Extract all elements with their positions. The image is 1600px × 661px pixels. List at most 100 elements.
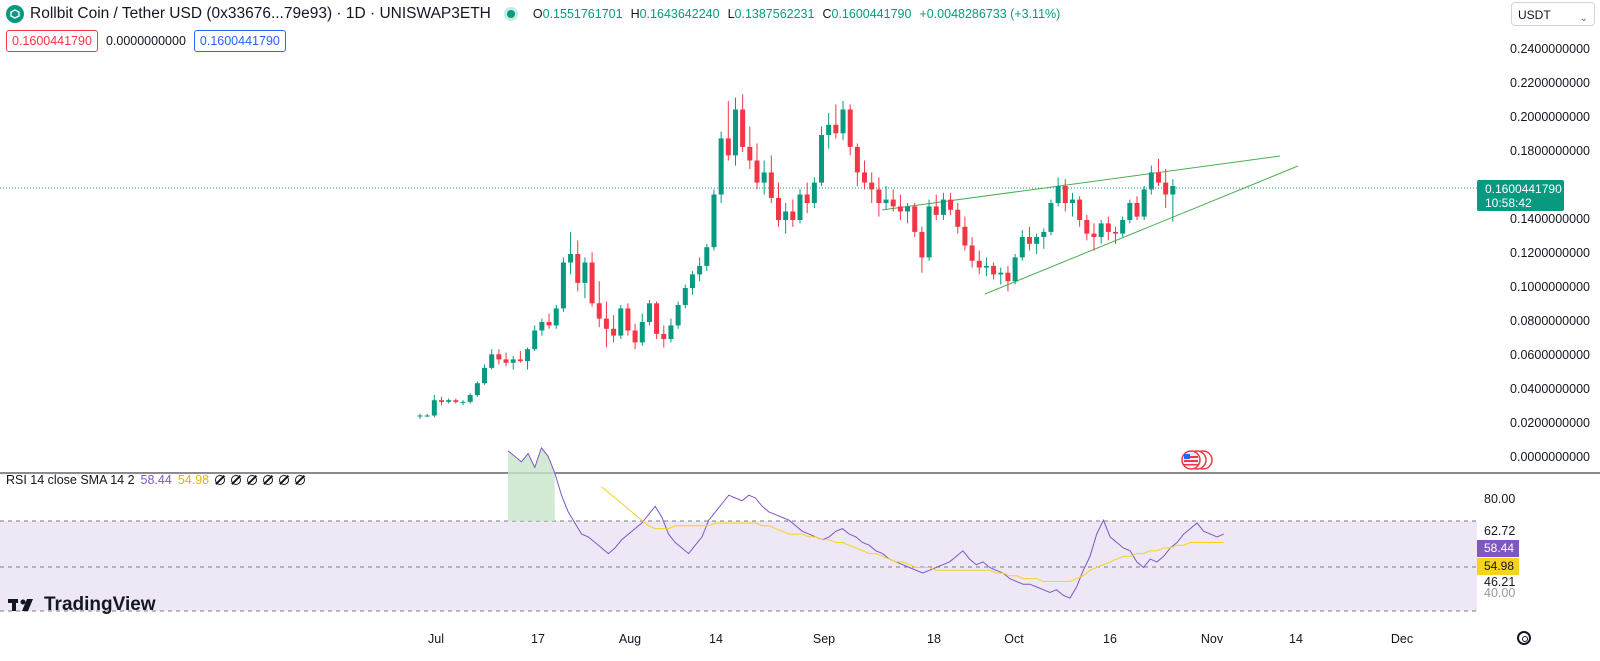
rollbit-logo-icon[interactable]: [6, 5, 24, 23]
candle-body: [790, 211, 796, 220]
candle-body: [661, 333, 667, 339]
rsi-sma-tag: 54.98: [1477, 558, 1519, 575]
candle-body: [955, 209, 961, 227]
candle-body: [962, 226, 968, 246]
candle-body: [1077, 199, 1083, 220]
brand-name: TradingView: [44, 594, 156, 615]
rsi-band: [0, 521, 1477, 611]
candle-body: [819, 135, 825, 183]
candle-body: [603, 318, 609, 329]
gear-icon[interactable]: [1517, 631, 1531, 645]
rsi-axis-40: 40.00: [1484, 586, 1516, 600]
currency-select[interactable]: USDT ⌄: [1511, 2, 1595, 26]
candle-body: [632, 330, 638, 343]
candle-body: [503, 359, 509, 363]
candle-body: [718, 138, 724, 195]
candle-body: [905, 206, 911, 212]
time-axis-label: 18: [927, 632, 941, 646]
candle-body: [711, 194, 717, 248]
candle-body: [897, 206, 903, 212]
candle-body: [1019, 237, 1025, 258]
buy-price-box[interactable]: 0.1600441790: [193, 30, 286, 52]
candle-body: [467, 395, 473, 402]
price-axis-label: 0.1400000000: [1510, 212, 1590, 226]
candle-body: [940, 199, 946, 215]
candle-body: [732, 109, 738, 156]
rsi-label[interactable]: RSI 14 close SMA 14 2: [6, 473, 135, 487]
candle-body: [460, 401, 466, 403]
hidden-plot-icon[interactable]: [263, 475, 274, 485]
candle-body: [697, 265, 703, 275]
symbol-title[interactable]: Rollbit Coin / Tether USD (0x33676...79e…: [30, 5, 491, 22]
spread-value: 0.0000000000: [105, 34, 186, 48]
hidden-plot-icon[interactable]: [231, 475, 242, 485]
ohlc-close-value: 0.1600441790: [831, 7, 912, 21]
tradingview-logo-icon: [8, 599, 33, 611]
time-axis-label: Aug: [618, 632, 642, 646]
candle-body: [983, 265, 989, 268]
ohlc-low-key: L: [727, 7, 735, 21]
last-price-tag: 0.1600441790 10:58:42: [1477, 180, 1564, 211]
tradingview-logo[interactable]: TradingView: [8, 594, 156, 616]
candle-body: [976, 260, 982, 268]
candle-body: [1041, 231, 1047, 237]
candle-body: [1105, 223, 1111, 232]
ohlc-open-key: O: [532, 7, 543, 21]
candle-body: [869, 182, 875, 190]
candle-body: [517, 359, 523, 362]
market-status-icon[interactable]: [506, 10, 515, 18]
candle-body: [1062, 186, 1068, 203]
price-axis-label: 0.0000000000: [1510, 450, 1590, 464]
candle-body: [826, 124, 832, 135]
hidden-plot-icon[interactable]: [295, 475, 306, 485]
candle-body: [496, 354, 502, 360]
rsi-legend[interactable]: RSI 14 close SMA 14 2 58.44 54.98: [6, 473, 306, 487]
candle-body: [1069, 199, 1075, 203]
candle-body: [991, 265, 997, 275]
candle-body: [840, 109, 846, 134]
candle-body: [1026, 237, 1032, 244]
candle-body: [725, 138, 731, 156]
candle-body: [575, 254, 581, 283]
hidden-plot-icon[interactable]: [215, 475, 226, 485]
bar-countdown: 10:58:42: [1485, 196, 1532, 210]
candle-body: [1048, 203, 1054, 232]
currency-label: USDT: [1518, 8, 1551, 22]
candle-body: [948, 199, 954, 210]
candle-body: [854, 146, 860, 173]
rsi-overbought-fill: [508, 447, 555, 521]
candle-body: [998, 272, 1004, 275]
candle-body: [912, 206, 918, 232]
rsi-axis-lower: 46.21: [1484, 575, 1516, 589]
candle-body: [804, 194, 810, 203]
candle-body: [1148, 172, 1154, 190]
price-axis-label: 0.1800000000: [1510, 144, 1590, 158]
sell-price-box[interactable]: 0.1600441790: [6, 30, 98, 52]
candle-body: [883, 199, 889, 203]
ohlc-change: +0.0048286733 (+3.11%): [919, 7, 1061, 21]
ohlc-low-value: 0.1387562231: [734, 7, 815, 21]
time-axis-label: Oct: [1004, 632, 1024, 646]
candle-body: [431, 400, 437, 416]
candle-body: [675, 305, 681, 326]
candle-body: [833, 124, 839, 134]
candle-body: [1120, 220, 1126, 234]
candle-body: [646, 303, 652, 322]
rsi-value-tag: 58.44: [1477, 540, 1519, 557]
rsi-value: 58.44: [140, 473, 172, 487]
candle-body: [811, 182, 817, 203]
time-axis-label: Jul: [428, 632, 444, 646]
candle-body: [704, 247, 710, 266]
rsi-line: [507, 446, 1224, 599]
hidden-plot-icon[interactable]: [279, 475, 290, 485]
time-axis-label: Nov: [1200, 632, 1224, 646]
candle-body: [768, 172, 774, 198]
candle-body: [876, 189, 882, 203]
candle-body: [1163, 182, 1169, 195]
candle-body: [424, 415, 430, 417]
hidden-plot-icon[interactable]: [247, 475, 258, 485]
candle-body: [1091, 233, 1097, 237]
ohlc-open-value: 0.1551761701: [542, 7, 623, 21]
economic-events-icon[interactable]: [1180, 450, 1214, 470]
